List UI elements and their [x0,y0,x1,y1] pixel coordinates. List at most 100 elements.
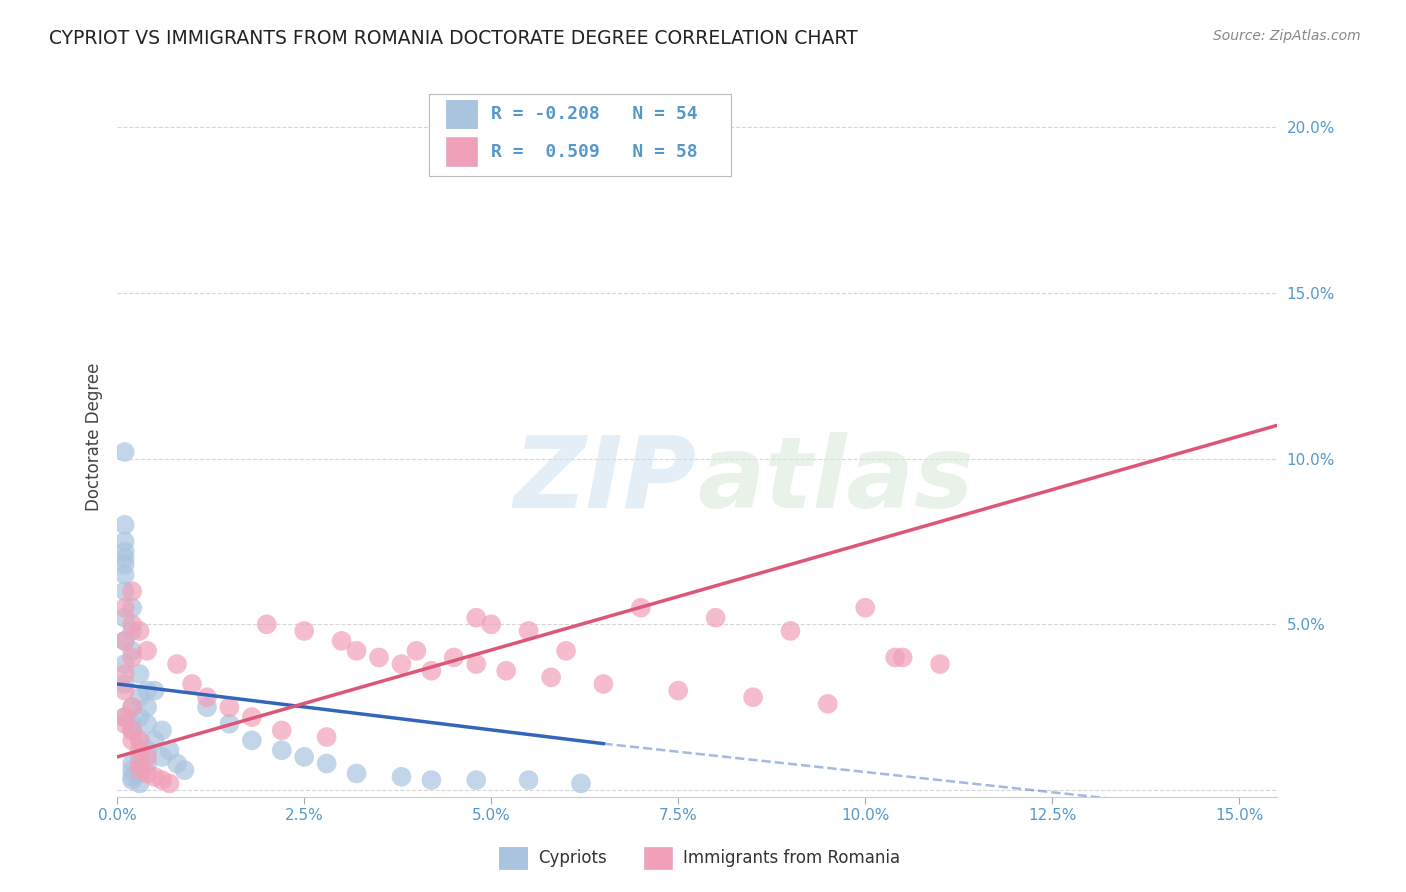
Point [114,445,136,459]
Point [150,750,173,764]
Point [121,584,143,599]
Point [114,610,136,624]
Point [121,650,143,665]
Point [128,776,150,790]
Point [143,770,166,784]
Point [114,633,136,648]
Point [218,716,240,731]
Point [136,750,159,764]
Point [517,624,540,638]
Point [121,617,143,632]
Point [143,733,166,747]
Point [128,743,150,757]
Point [136,644,159,658]
Text: atlas: atlas [697,432,973,529]
Point [114,710,136,724]
Point [121,770,143,784]
Point [540,670,562,684]
Point [143,683,166,698]
Point [929,657,952,672]
Point [114,710,136,724]
Text: R = -0.208   N = 54: R = -0.208 N = 54 [491,105,697,123]
Point [479,617,502,632]
Point [368,650,391,665]
Point [315,730,337,744]
Point [569,776,592,790]
Point [166,756,188,771]
Point [420,664,443,678]
Point [114,551,136,566]
Point [121,644,143,658]
Point [666,683,689,698]
Point [346,766,368,780]
Point [121,600,143,615]
Point [121,756,143,771]
Point [128,763,150,777]
Point [240,733,263,747]
Point [465,773,488,788]
Point [150,723,173,738]
Point [465,610,488,624]
Point [884,650,907,665]
Point [128,710,150,724]
Point [128,766,150,780]
Point [136,683,159,698]
Point [114,600,136,615]
Text: Cypriots: Cypriots [538,849,607,867]
Point [114,567,136,582]
Point [121,700,143,714]
Point [121,723,143,738]
Point [173,763,195,777]
Text: R =  0.509   N = 58: R = 0.509 N = 58 [491,143,697,161]
Point [128,690,150,705]
Point [315,756,337,771]
Point [181,677,204,691]
Point [817,697,839,711]
Point [704,610,727,624]
Point [159,743,181,757]
Point [891,650,914,665]
Point [195,700,218,714]
Point [114,544,136,558]
Point [391,770,413,784]
Point [465,160,488,174]
Point [330,633,353,648]
Point [346,644,368,658]
Point [592,677,614,691]
Point [114,677,136,691]
Text: ZIP: ZIP [515,432,697,529]
Point [114,558,136,572]
Point [517,773,540,788]
Point [128,733,150,747]
Point [779,624,801,638]
Point [121,733,143,747]
Point [270,743,292,757]
Point [495,664,517,678]
Point [256,617,278,632]
Point [114,584,136,599]
Point [391,657,413,672]
Point [166,657,188,672]
Text: Immigrants from Romania: Immigrants from Romania [683,849,900,867]
Point [853,600,876,615]
Text: CYPRIOT VS IMMIGRANTS FROM ROMANIA DOCTORATE DEGREE CORRELATION CHART: CYPRIOT VS IMMIGRANTS FROM ROMANIA DOCTO… [49,29,858,47]
Point [121,716,143,731]
Point [630,600,652,615]
Point [270,723,292,738]
Point [742,690,765,705]
Point [555,644,578,658]
Point [136,766,159,780]
Point [114,657,136,672]
Point [136,743,159,757]
Point [114,534,136,549]
Point [136,716,159,731]
Point [128,750,150,764]
Point [218,700,240,714]
Point [150,773,173,788]
Point [420,773,443,788]
Point [114,517,136,532]
Point [128,624,150,638]
Point [121,773,143,788]
Point [114,667,136,681]
Point [405,644,427,658]
